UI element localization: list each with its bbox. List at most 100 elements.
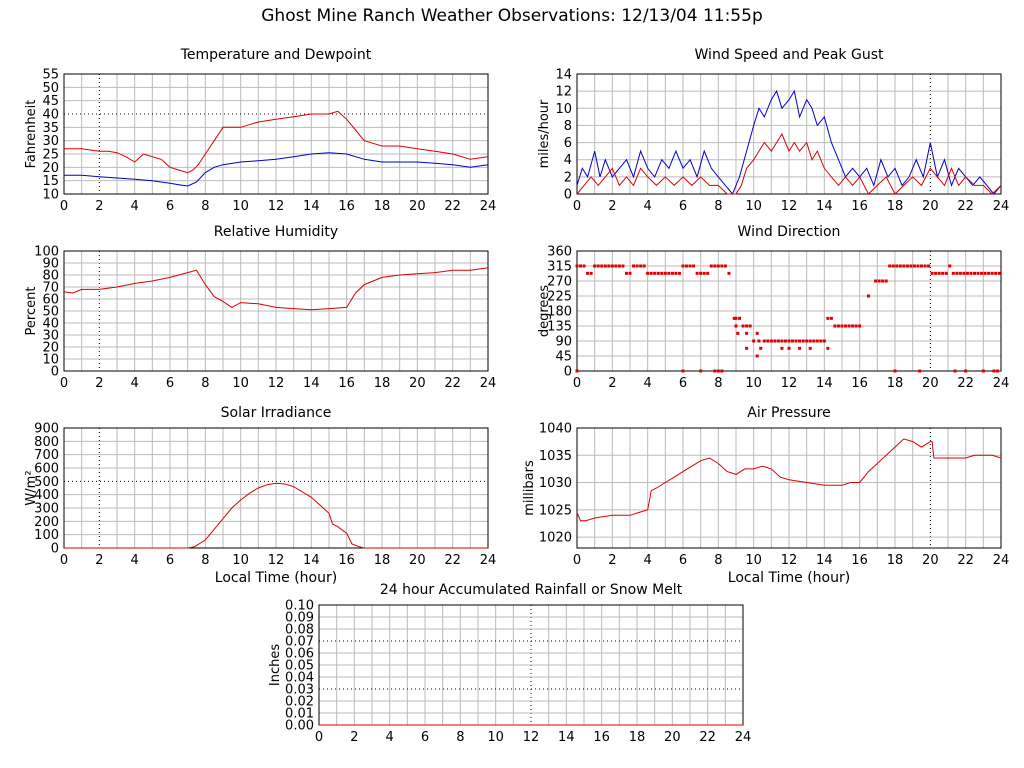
chart-title: Wind Speed and Peak Gust <box>695 47 884 63</box>
data-point <box>997 271 1001 275</box>
data-point <box>916 264 920 268</box>
y-axis-label: Percent <box>24 287 39 336</box>
x-tick-label: 8 <box>201 199 209 214</box>
y-tick-label: 200 <box>34 515 59 530</box>
data-point <box>593 264 597 268</box>
x-tick-label: 8 <box>714 553 722 568</box>
data-point <box>628 271 632 275</box>
y-tick-label: 0.04 <box>285 671 314 686</box>
y-tick-label: 45 <box>42 94 59 109</box>
data-point <box>575 264 579 268</box>
data-point <box>759 346 763 350</box>
data-point <box>798 346 802 350</box>
x-tick-label: 0 <box>60 376 68 391</box>
y-tick-label: 14 <box>555 68 572 83</box>
x-tick-label: 2 <box>350 730 358 745</box>
x-tick-label: 18 <box>887 199 904 214</box>
x-tick-label: 20 <box>922 199 939 214</box>
data-point <box>826 316 830 320</box>
data-point <box>808 346 812 350</box>
y-tick-label: 90 <box>42 257 59 272</box>
data-point <box>801 339 805 343</box>
data-point <box>660 271 664 275</box>
y-tick-label: 0.06 <box>285 647 314 662</box>
data-point <box>617 264 621 268</box>
y-tick-label: 180 <box>547 305 572 320</box>
data-point <box>589 271 593 275</box>
data-point <box>702 271 706 275</box>
x-tick-label: 16 <box>338 199 355 214</box>
plot-frame <box>576 250 1002 372</box>
x-tick-label: 4 <box>131 376 139 391</box>
y-tick-label: 500 <box>34 475 59 490</box>
data-point <box>836 324 840 328</box>
data-point <box>822 339 826 343</box>
data-point <box>826 346 830 350</box>
data-point <box>716 264 720 268</box>
data-point <box>898 264 902 268</box>
data-point <box>951 271 955 275</box>
data-point <box>819 339 823 343</box>
y-tick-label: 0 <box>51 542 59 557</box>
y-tick-label: 1035 <box>539 449 572 464</box>
data-point <box>582 264 586 268</box>
data-point <box>944 271 948 275</box>
data-point <box>927 264 931 268</box>
data-point <box>699 271 703 275</box>
y-tick-label: 0.01 <box>285 707 314 722</box>
y-tick-label: 12 <box>555 85 572 100</box>
x-tick-label: 10 <box>487 730 504 745</box>
data-point <box>667 271 671 275</box>
x-tick-label: 10 <box>232 376 249 391</box>
data-point <box>877 279 881 283</box>
data-point <box>874 279 878 283</box>
x-tick-label: 14 <box>303 376 320 391</box>
y-tick-label: 30 <box>42 134 59 149</box>
x-tick-label: 10 <box>745 376 762 391</box>
x-tick-label: 20 <box>409 553 426 568</box>
data-point <box>757 339 761 343</box>
x-tick-label: 12 <box>781 199 798 214</box>
y-tick-label: 40 <box>42 108 59 123</box>
x-tick-label: 22 <box>957 199 974 214</box>
x-tick-label: 4 <box>644 376 652 391</box>
x-tick-label: 6 <box>421 730 429 745</box>
data-point <box>891 264 895 268</box>
y-tick-label: 10 <box>555 102 572 117</box>
x-tick-label: 8 <box>201 376 209 391</box>
series-line-1 <box>64 152 489 187</box>
page-title: Ghost Mine Ranch Weather Observations: 1… <box>261 6 763 26</box>
data-point <box>881 279 885 283</box>
data-point <box>709 264 713 268</box>
y-tick-label: 10 <box>42 188 59 203</box>
data-point <box>674 271 678 275</box>
data-point <box>962 271 966 275</box>
x-tick-label: 8 <box>714 199 722 214</box>
data-point <box>734 316 738 320</box>
data-point <box>920 264 923 268</box>
data-point <box>656 271 660 275</box>
data-point <box>713 369 717 373</box>
data-point <box>953 369 957 373</box>
y-tick-label: 50 <box>42 305 59 320</box>
data-point <box>716 369 720 373</box>
x-tick-label: 6 <box>679 376 687 391</box>
x-tick-label: 2 <box>608 376 616 391</box>
data-point <box>741 324 745 328</box>
data-point <box>776 339 780 343</box>
data-point <box>934 271 938 275</box>
y-tick-label: 4 <box>564 153 572 168</box>
x-tick-label: 18 <box>887 376 904 391</box>
data-point <box>990 271 994 275</box>
data-point <box>973 271 976 275</box>
data-point <box>692 264 696 268</box>
x-tick-label: 18 <box>374 553 391 568</box>
y-tick-label: 0.05 <box>285 659 314 674</box>
plot-frame <box>63 250 489 372</box>
data-point <box>948 264 952 268</box>
x-tick-label: 8 <box>714 376 722 391</box>
data-point <box>720 369 724 373</box>
data-point <box>840 324 844 328</box>
data-point <box>895 264 899 268</box>
